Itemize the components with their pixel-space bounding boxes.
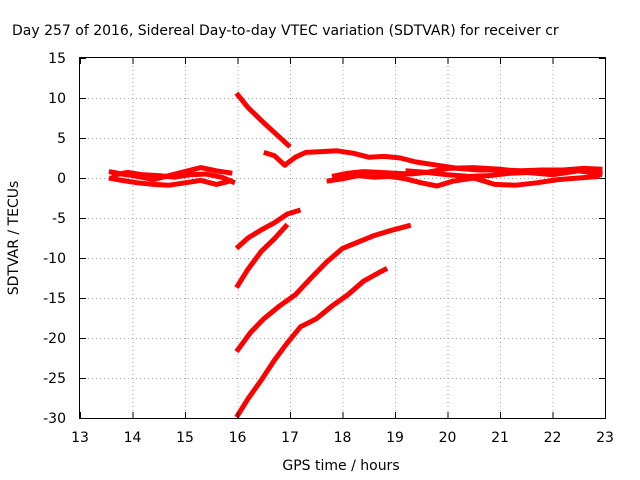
y-tick-label: 15	[48, 51, 66, 67]
y-tick-label: -30	[43, 411, 66, 427]
x-tick-label: 18	[334, 430, 352, 446]
y-tick-label: -5	[52, 211, 66, 227]
y-tick-label: -10	[43, 251, 66, 267]
chart-title: Day 257 of 2016, Sidereal Day-to-day VTE…	[12, 23, 559, 39]
x-tick-label: 13	[71, 430, 89, 446]
y-tick-label: 10	[48, 91, 66, 107]
y-tick-label: 5	[57, 131, 66, 147]
series-line-4	[234, 91, 292, 149]
x-tick-label: 22	[544, 430, 562, 446]
axis-ticks	[80, 58, 606, 419]
series-line-3	[111, 169, 236, 186]
plot-frame	[79, 57, 606, 419]
y-axis-label: SDTVAR / TECUs	[6, 181, 22, 296]
x-tick-label: 14	[124, 430, 142, 446]
y-tick-labels: -30 -25 -20 -15 -10 -5 0 5 10 15	[43, 51, 66, 427]
y-tick-label: -25	[43, 371, 66, 387]
x-tick-label: 16	[229, 430, 247, 446]
series-line-8	[405, 165, 603, 178]
x-tick-label: 15	[176, 430, 194, 446]
y-tick-label: -20	[43, 331, 66, 347]
x-tick-labels: 13 14 15 16 17 18 19 20 21 22 23	[71, 430, 614, 446]
x-tick-label: 17	[281, 430, 299, 446]
x-tick-label: 23	[596, 430, 614, 446]
series-line-9	[234, 207, 302, 251]
series-line-5	[263, 148, 603, 174]
series-line-7	[326, 173, 600, 189]
series-line-10	[234, 222, 290, 289]
y-tick-label: -15	[43, 291, 66, 307]
series-line-2	[108, 175, 233, 188]
x-tick-label: 21	[491, 430, 509, 446]
series-line-12	[234, 266, 389, 419]
y-tick-label: 0	[57, 171, 66, 187]
data-series	[108, 91, 603, 419]
x-tick-label: 19	[386, 430, 404, 446]
x-tick-label: 20	[439, 430, 457, 446]
series-line-11	[234, 222, 412, 354]
gridlines	[80, 58, 605, 418]
x-axis-label: GPS time / hours	[282, 458, 399, 474]
